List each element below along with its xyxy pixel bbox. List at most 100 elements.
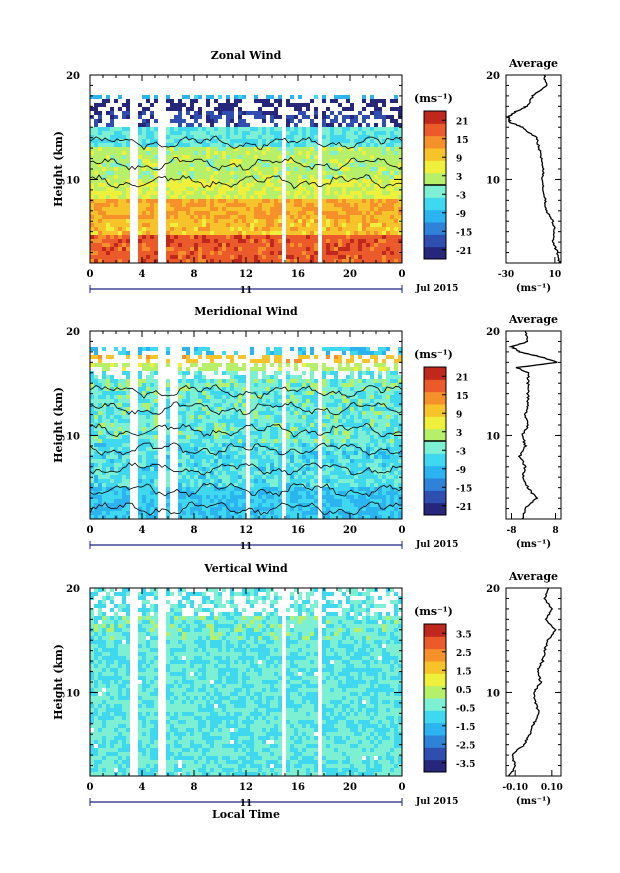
colorbar-swatch — [424, 391, 446, 405]
colorbar-tick-label: -2.5 — [456, 741, 475, 751]
colorbar-tick-label: 21 — [456, 117, 469, 127]
x-tick-label: 20 — [343, 782, 357, 793]
colorbar-unit: (ms⁻¹) — [414, 348, 453, 361]
colorbar-swatch — [424, 404, 446, 417]
profile-x-label: (ms⁻¹) — [516, 283, 551, 294]
profile-x-tick-label: 8 — [552, 526, 558, 536]
colorbar-tick-label: 3 — [456, 429, 462, 439]
colorbar-swatch — [424, 673, 446, 687]
profile-frame — [505, 330, 562, 520]
x-tick-label: 8 — [191, 525, 198, 536]
colorbar-tick-label: -0.5 — [456, 704, 475, 714]
colorbar-swatch — [424, 698, 446, 711]
date-bar: 11 Jul 2015 — [89, 284, 458, 296]
profile-frame — [505, 587, 562, 777]
contour-lines — [89, 135, 403, 190]
colorbar-swatch — [424, 441, 446, 454]
colorbar-swatch — [424, 234, 446, 248]
panel-title: Zonal Wind — [211, 49, 282, 62]
colorbar-tick-label: 9 — [456, 410, 462, 420]
x-tick-label: 4 — [139, 525, 146, 536]
date-day: 11 — [240, 799, 253, 809]
profile-title: Average — [508, 57, 558, 70]
profile-x-tick-label: 10 — [549, 270, 562, 280]
x-tick-label: 4 — [139, 269, 146, 280]
profile-y-tick-label: 20 — [486, 584, 500, 595]
x-tick-label: 12 — [239, 269, 253, 280]
colorbar: (ms⁻¹) 3.5 2.5 1.5 0.5 -0.5 -1.5 -2.5 -3.5 — [414, 605, 475, 773]
colorbar-swatch — [424, 648, 446, 662]
profile-x-tick-label: -8 — [507, 526, 517, 536]
profile-y-tick-label: 10 — [486, 688, 500, 699]
colorbar-swatch — [424, 246, 446, 260]
y-axis-label: Height (km) — [52, 644, 65, 720]
colorbar-swatch — [424, 685, 446, 699]
y-axis-label: Height (km) — [52, 131, 65, 207]
colorbar-tick-label: -3 — [456, 191, 466, 201]
colorbar-swatch — [424, 209, 446, 223]
colorbar-swatch — [424, 453, 446, 467]
colorbar-tick-label: 15 — [456, 136, 469, 146]
profile-x-label: (ms⁻¹) — [516, 539, 551, 550]
colorbar-tick-label: -9 — [456, 210, 466, 220]
x-tick-label: 0 — [399, 525, 406, 536]
colorbar-tick-label: 21 — [456, 373, 469, 383]
colorbar-swatch — [424, 367, 446, 380]
colorbar-tick-label: 3.5 — [456, 630, 472, 640]
x-tick-label: 0 — [87, 525, 94, 536]
x-tick-label: 8 — [191, 782, 198, 793]
x-axis-label: Local Time — [212, 808, 280, 821]
colorbar-swatch — [424, 465, 446, 479]
colorbar-swatch — [424, 710, 446, 724]
colorbar-swatch — [424, 735, 446, 748]
date-label: Jul 2015 — [415, 284, 458, 294]
colorbar-swatch — [424, 160, 446, 174]
colorbar-tick-label: -3 — [456, 447, 466, 457]
colorbar-swatch — [424, 172, 446, 186]
average-profile: Average 20 10 -30 10 (ms⁻¹) — [486, 57, 562, 294]
colorbar-tick-label: -9 — [456, 466, 466, 476]
x-tick-label: 0 — [399, 782, 406, 793]
panel-title: Meridional Wind — [194, 305, 298, 318]
colorbar-swatch — [424, 722, 446, 736]
colorbar-unit: (ms⁻¹) — [414, 605, 453, 618]
y-tick-label: 20 — [66, 71, 80, 82]
x-tick-label: 16 — [291, 782, 305, 793]
profile-x-tick-label: 0.10 — [541, 783, 563, 793]
x-axis: 0 4 8 12 16 20 0 — [87, 331, 406, 536]
profile-title: Average — [508, 570, 558, 583]
profile-y-tick-label: 10 — [486, 431, 500, 442]
colorbar-tick-label: -21 — [456, 247, 472, 257]
colorbar-tick-label: 2.5 — [456, 649, 472, 659]
x-tick-label: 8 — [191, 269, 198, 280]
colorbar-tick-label: 9 — [456, 154, 462, 164]
average-profile: Average 20 10 -0.10 0.10 (ms⁻¹) — [486, 570, 563, 807]
colorbar-swatch — [424, 502, 446, 516]
colorbar-swatch — [424, 416, 446, 430]
panel-title: Vertical Wind — [203, 562, 288, 575]
colorbar-tick-label: -21 — [456, 503, 472, 513]
colorbar-swatch — [424, 123, 446, 137]
profile-y-tick-label: 20 — [486, 71, 500, 82]
date-bar: 11 Jul 2015 — [89, 540, 458, 552]
profile-frame — [505, 74, 562, 264]
date-bar: 11 Jul 2015 — [89, 797, 458, 809]
heatmap-cells — [90, 588, 402, 776]
x-tick-label: 16 — [291, 269, 305, 280]
x-tick-label: 12 — [239, 525, 253, 536]
colorbar-swatch — [424, 111, 446, 124]
colorbar-swatch — [424, 478, 446, 491]
date-label: Jul 2015 — [415, 797, 458, 807]
profile-x-label: (ms⁻¹) — [516, 796, 551, 807]
average-profile: Average 20 10 -8 8(ms⁻¹) — [486, 313, 562, 550]
contour-lines — [89, 384, 403, 516]
y-tick-label: 20 — [66, 327, 80, 338]
colorbar-swatch — [424, 185, 446, 198]
y-tick-label: 20 — [66, 584, 80, 595]
date-day: 11 — [240, 542, 253, 552]
colorbar-swatch — [424, 661, 446, 674]
